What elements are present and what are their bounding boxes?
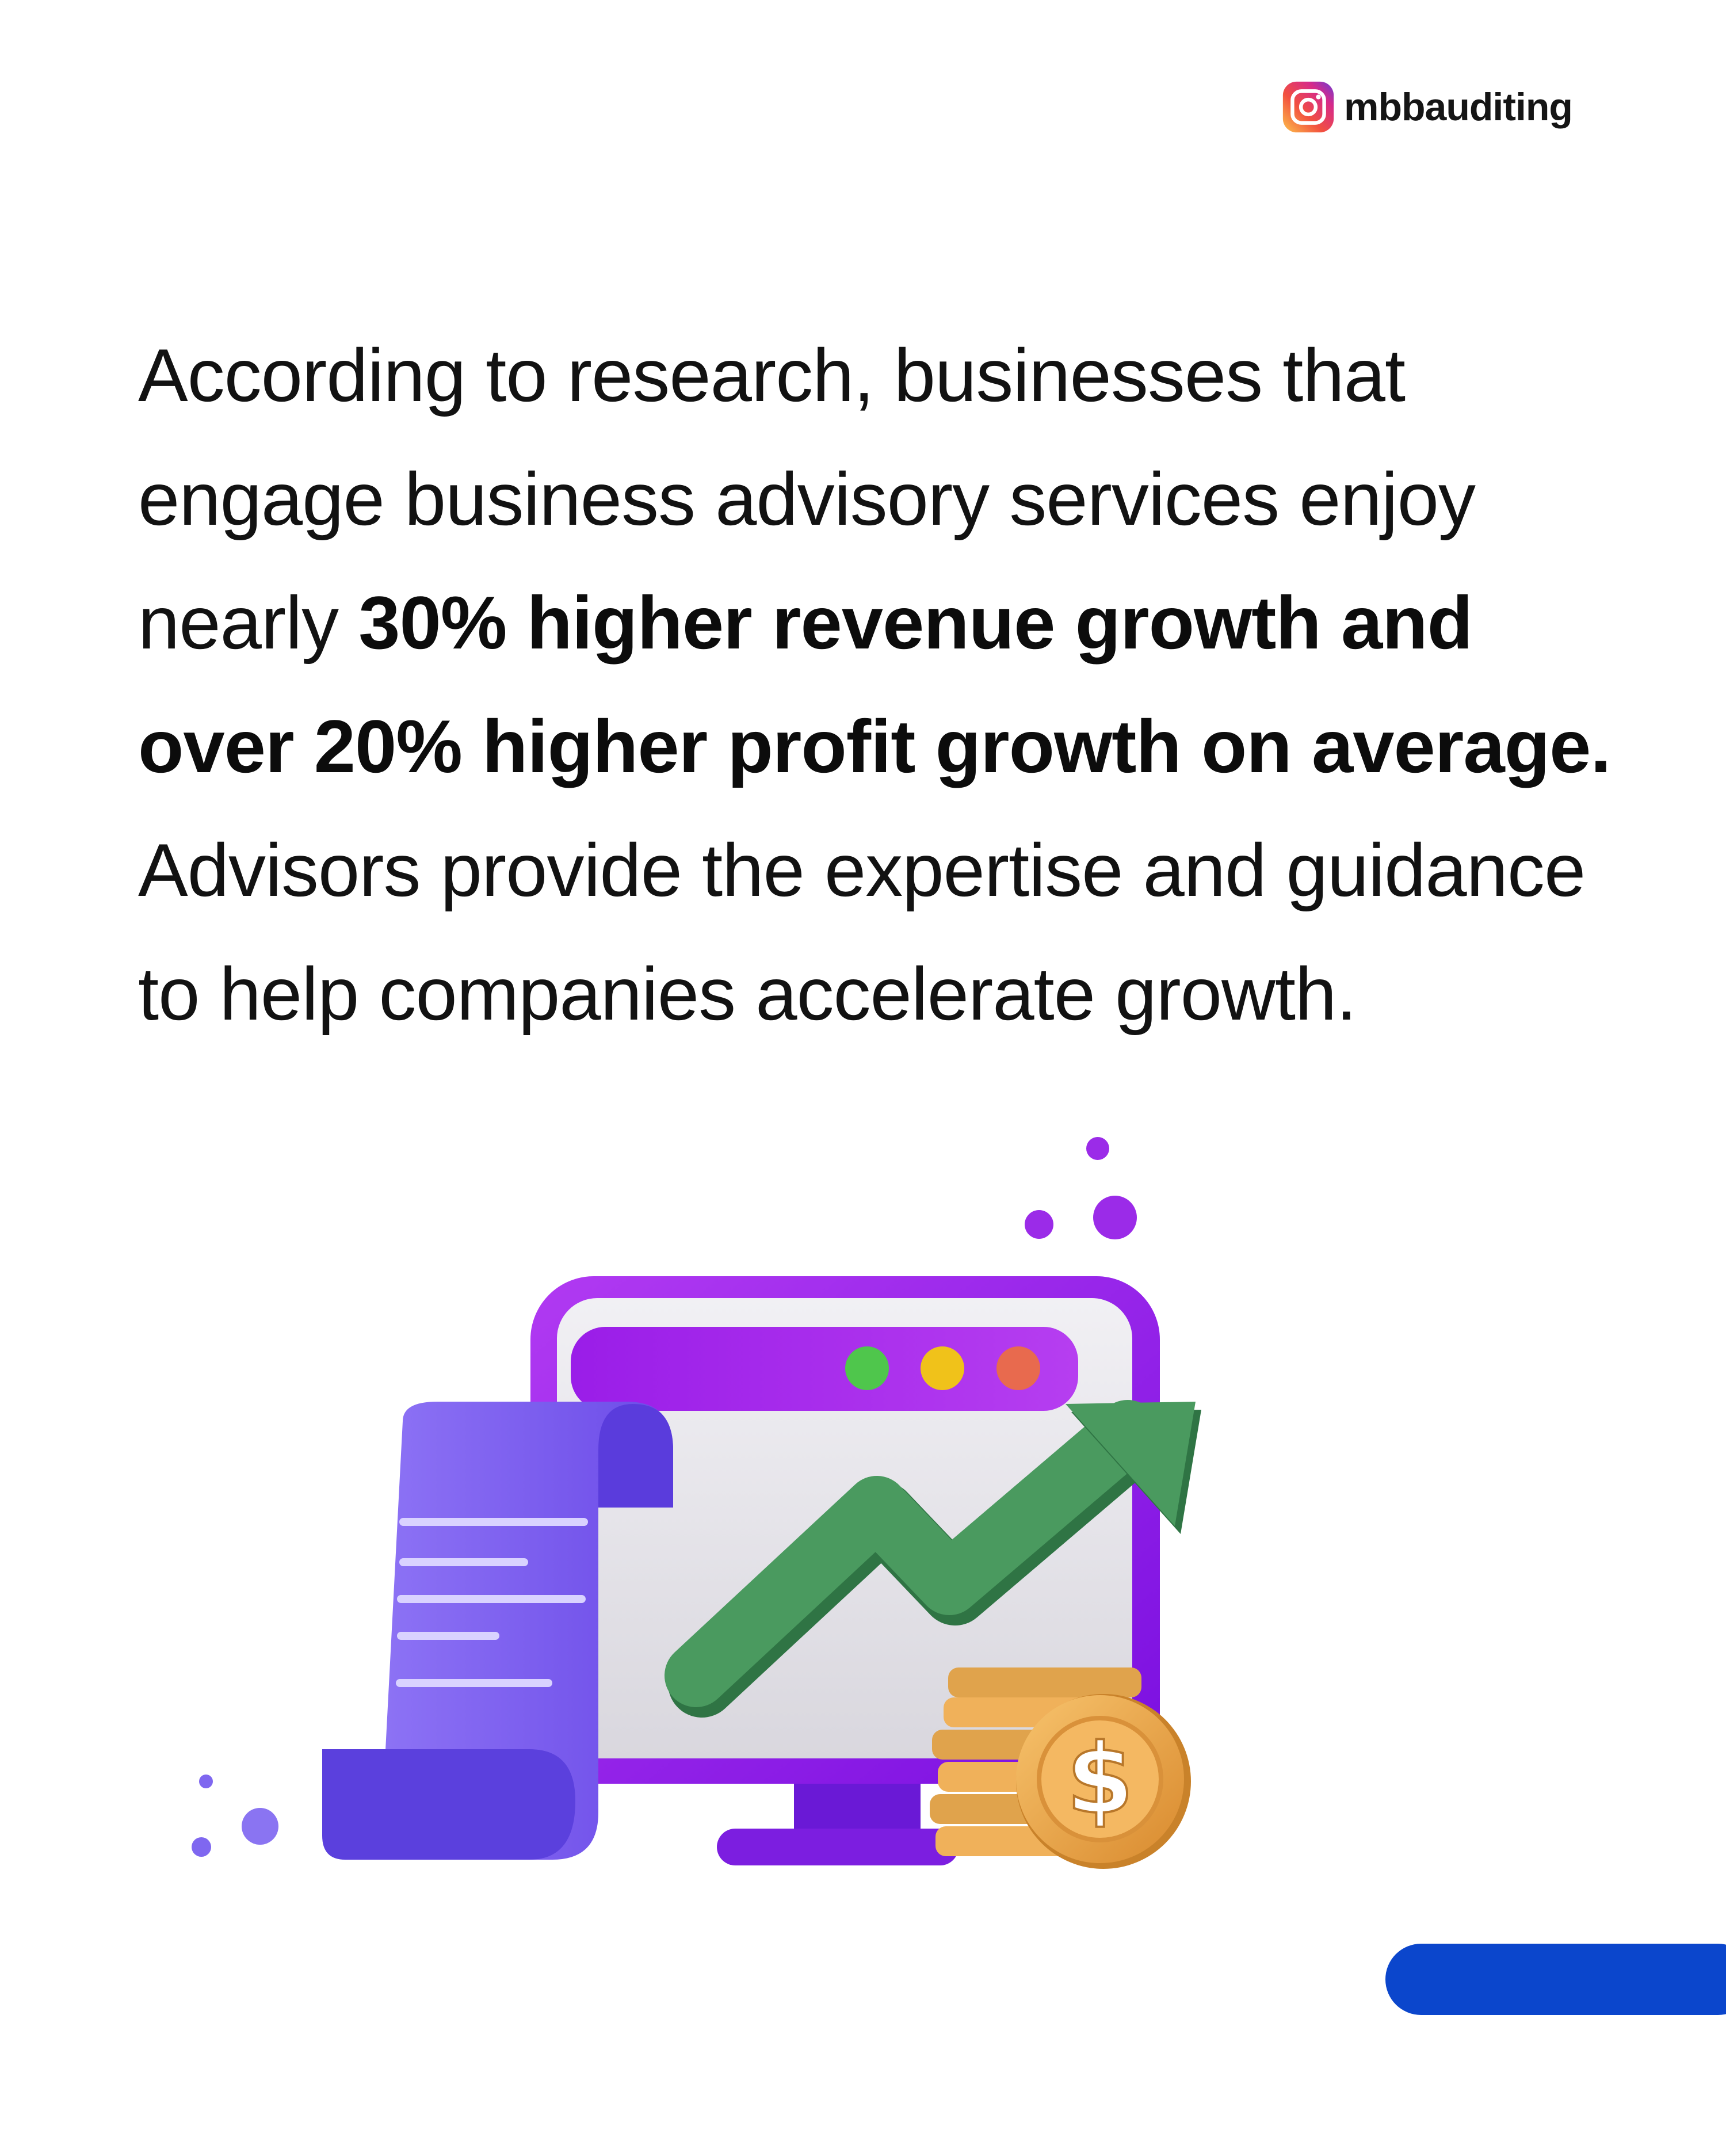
intro-text: According to research, businesses that e… [138, 333, 1476, 665]
highlight-text: 30% higher revenue growth and over 20% h… [138, 581, 1612, 788]
window-dot-green [845, 1346, 889, 1390]
dollar-symbol: $ [1067, 1723, 1134, 1836]
growth-arrow-icon [665, 1400, 1201, 1718]
handle-text: mbbauditing [1344, 85, 1573, 129]
window-dot-yellow [921, 1346, 964, 1390]
main-paragraph: According to research, businesses that e… [138, 314, 1612, 1056]
receipt-icon [322, 1402, 673, 1860]
instagram-icon [1282, 81, 1334, 133]
window-dot-red [996, 1346, 1040, 1390]
instagram-handle[interactable]: mbbauditing [1282, 79, 1573, 135]
decorative-bubbles-top [1025, 1137, 1137, 1239]
dollar-coin-icon: $ [1016, 1694, 1191, 1869]
page-indicator [1385, 1944, 1726, 2015]
outro-text: Advisors provide the expertise and guida… [138, 828, 1586, 1036]
decorative-bubbles-bottom [192, 1775, 278, 1857]
